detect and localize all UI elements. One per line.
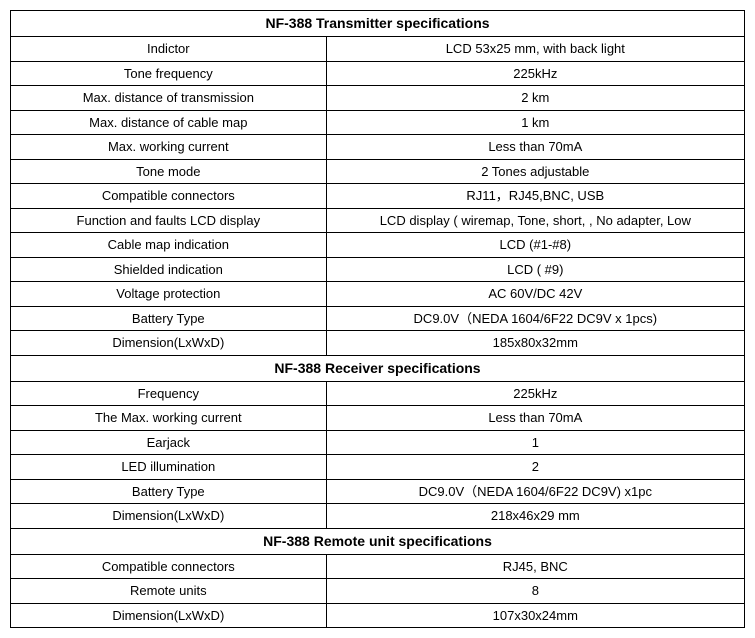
spec-value: LCD (#1-#8) (326, 233, 744, 258)
table-row: Max. distance of transmission2 km (11, 86, 745, 111)
spec-label: Max. working current (11, 135, 327, 160)
section-title: NF-388 Remote unit specifications (11, 528, 745, 554)
section-title: NF-388 Receiver specifications (11, 355, 745, 381)
spec-value: 2 Tones adjustable (326, 159, 744, 184)
spec-label: Shielded indication (11, 257, 327, 282)
spec-value: 1 (326, 430, 744, 455)
spec-label: Battery Type (11, 479, 327, 504)
spec-value: 185x80x32mm (326, 331, 744, 356)
table-row: Function and faults LCD displayLCD displ… (11, 208, 745, 233)
spec-label: Battery Type (11, 306, 327, 331)
spec-label: Max. distance of transmission (11, 86, 327, 111)
section-header: NF-388 Remote unit specifications (11, 528, 745, 554)
spec-table: NF-388 Transmitter specificationsIndicto… (10, 10, 745, 628)
spec-label: Voltage protection (11, 282, 327, 307)
spec-value: 225kHz (326, 61, 744, 86)
spec-value: LCD display ( wiremap, Tone, short, , No… (326, 208, 744, 233)
spec-label: Frequency (11, 381, 327, 406)
spec-label: Indictor (11, 37, 327, 62)
table-row: Dimension(LxWxD)107x30x24mm (11, 603, 745, 628)
table-row: Voltage protectionAC 60V/DC 42V (11, 282, 745, 307)
spec-value: Less than 70mA (326, 406, 744, 431)
table-row: Battery TypeDC9.0V（NEDA 1604/6F22 DC9V) … (11, 479, 745, 504)
section-header: NF-388 Transmitter specifications (11, 11, 745, 37)
table-row: IndictorLCD 53x25 mm, with back light (11, 37, 745, 62)
table-row: Tone mode2 Tones adjustable (11, 159, 745, 184)
spec-value: DC9.0V（NEDA 1604/6F22 DC9V) x1pc (326, 479, 744, 504)
spec-label: LED illumination (11, 455, 327, 480)
table-row: Max. distance of cable map1 km (11, 110, 745, 135)
spec-label: Dimension(LxWxD) (11, 603, 327, 628)
spec-label: Dimension(LxWxD) (11, 331, 327, 356)
table-row: LED illumination2 (11, 455, 745, 480)
section-header: NF-388 Receiver specifications (11, 355, 745, 381)
spec-label: Tone mode (11, 159, 327, 184)
spec-value: AC 60V/DC 42V (326, 282, 744, 307)
spec-value: DC9.0V（NEDA 1604/6F22 DC9V x 1pcs) (326, 306, 744, 331)
table-row: Max. working currentLess than 70mA (11, 135, 745, 160)
table-row: The Max. working currentLess than 70mA (11, 406, 745, 431)
spec-label: Function and faults LCD display (11, 208, 327, 233)
spec-label: Tone frequency (11, 61, 327, 86)
spec-label: The Max. working current (11, 406, 327, 431)
spec-value: 2 (326, 455, 744, 480)
table-row: Compatible connectorsRJ45, BNC (11, 554, 745, 579)
table-row: Tone frequency225kHz (11, 61, 745, 86)
spec-value: LCD ( #9) (326, 257, 744, 282)
table-row: Remote units8 (11, 579, 745, 604)
table-row: Dimension(LxWxD)218x46x29 mm (11, 504, 745, 529)
table-row: Battery TypeDC9.0V（NEDA 1604/6F22 DC9V x… (11, 306, 745, 331)
spec-value: Less than 70mA (326, 135, 744, 160)
spec-label: Cable map indication (11, 233, 327, 258)
section-title: NF-388 Transmitter specifications (11, 11, 745, 37)
table-row: Shielded indicationLCD ( #9) (11, 257, 745, 282)
spec-value: 218x46x29 mm (326, 504, 744, 529)
spec-label: Compatible connectors (11, 184, 327, 209)
spec-label: Compatible connectors (11, 554, 327, 579)
spec-value: 225kHz (326, 381, 744, 406)
spec-value: 2 km (326, 86, 744, 111)
spec-label: Dimension(LxWxD) (11, 504, 327, 529)
spec-value: 8 (326, 579, 744, 604)
table-row: Compatible connectorsRJ11，RJ45,BNC, USB (11, 184, 745, 209)
spec-value: LCD 53x25 mm, with back light (326, 37, 744, 62)
table-row: Frequency225kHz (11, 381, 745, 406)
table-row: Dimension(LxWxD)185x80x32mm (11, 331, 745, 356)
spec-label: Max. distance of cable map (11, 110, 327, 135)
spec-value: 107x30x24mm (326, 603, 744, 628)
spec-value: RJ45, BNC (326, 554, 744, 579)
spec-label: Earjack (11, 430, 327, 455)
spec-value: RJ11，RJ45,BNC, USB (326, 184, 744, 209)
spec-label: Remote units (11, 579, 327, 604)
table-row: Cable map indicationLCD (#1-#8) (11, 233, 745, 258)
spec-value: 1 km (326, 110, 744, 135)
table-row: Earjack1 (11, 430, 745, 455)
